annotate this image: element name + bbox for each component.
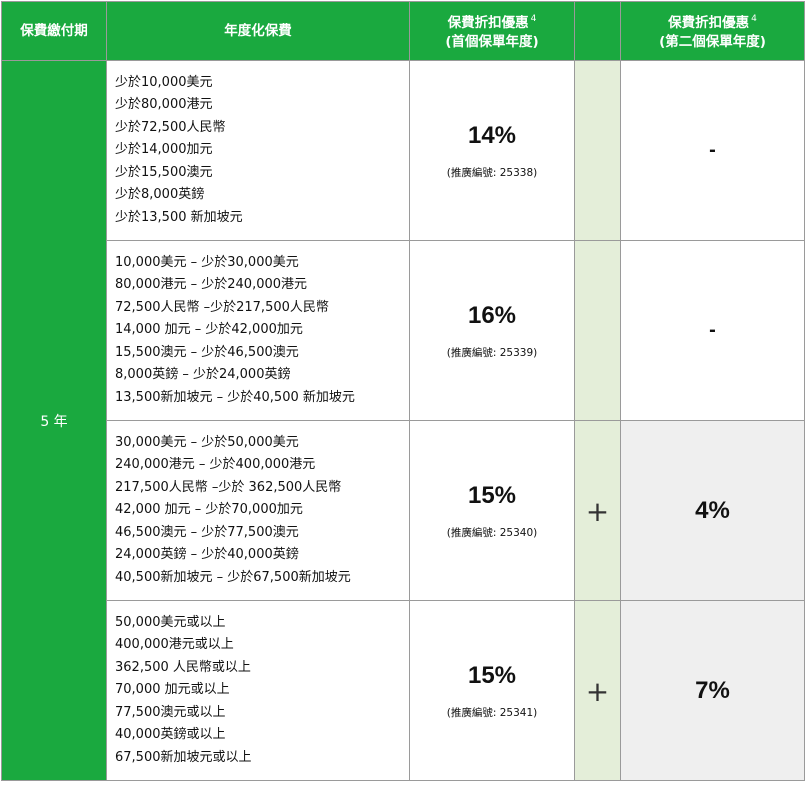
header-first-year-discount: 保費折扣優惠 4 (首個保單年度) [409, 1, 575, 61]
plus-cell: + [574, 600, 621, 781]
premium-line: 50,000美元或以上 [115, 614, 226, 630]
table-row: 5 年 少於10,000美元 少於80,000港元 少於72,500人民幣 少於… [1, 60, 805, 781]
first-year-discount-cell: 16% (推廣編號: 25339) [409, 240, 575, 421]
payment-term-cell: 5 年 [1, 60, 107, 781]
promo-code: (推廣編號: 25341) [446, 706, 538, 719]
premium-line: 13,500新加坡元 – 少於40,500 新加坡元 [115, 389, 355, 405]
first-year-discount-value: 14% [467, 121, 517, 149]
plus-cell: + [574, 420, 621, 601]
premium-line: 少於14,000加元 [115, 142, 213, 158]
premium-line: 362,500 人民幣或以上 [115, 659, 251, 675]
first-year-discount-value: 15% [467, 481, 517, 509]
second-year-discount-cell: - [620, 240, 805, 421]
second-year-discount-cell: 4% [620, 420, 805, 601]
premium-line: 少於10,000美元 [115, 74, 213, 90]
premium-line: 少於15,500澳元 [115, 164, 213, 180]
table-row: 30,000美元 – 少於50,000美元 240,000港元 – 少於400,… [2, 420, 805, 601]
first-year-discount-cell: 15% (推廣編號: 25341) [409, 600, 575, 781]
premium-range-cell: 10,000美元 – 少於30,000美元 80,000港元 – 少於240,0… [106, 240, 410, 421]
table-row: 10,000美元 – 少於30,000美元 80,000港元 – 少於240,0… [2, 240, 805, 421]
premium-line: 80,000港元 – 少於240,000港元 [115, 277, 308, 293]
premium-line: 少於80,000港元 [115, 97, 213, 113]
header-second-subtitle: (第二個保單年度) [659, 34, 766, 50]
premium-line: 10,000美元 – 少於30,000美元 [115, 254, 299, 270]
first-year-discount-value: 15% [467, 661, 517, 689]
second-year-discount-cell: 7% [620, 600, 805, 781]
premium-line: 400,000港元或以上 [115, 637, 234, 653]
footnote-marker: 4 [751, 14, 757, 24]
premium-line: 77,500澳元或以上 [115, 704, 226, 720]
promo-code: (推廣編號: 25340) [446, 526, 538, 539]
second-year-discount-value: 4% [695, 496, 730, 524]
premium-line: 217,500人民幣 –少於 362,500人民幣 [115, 479, 342, 495]
premium-line: 8,000英鎊 – 少於24,000英鎊 [115, 367, 291, 383]
premium-line: 46,500澳元 – 少於77,500澳元 [115, 524, 299, 540]
second-year-discount-value: - [709, 139, 716, 161]
premium-line: 240,000港元 – 少於400,000港元 [115, 457, 316, 473]
header-first-title: 保費折扣優惠 [447, 15, 529, 31]
header-first-subtitle: (首個保單年度) [445, 34, 539, 50]
premium-line: 70,000 加元或以上 [115, 682, 230, 698]
premium-line: 14,000 加元 – 少於42,000加元 [115, 322, 303, 338]
header-term: 保費繳付期 [1, 1, 107, 61]
premium-line: 少於8,000英鎊 [115, 187, 205, 203]
header-second-year-discount: 保費折扣優惠 4 (第二個保單年度) [620, 1, 805, 61]
premium-line: 少於13,500 新加坡元 [115, 209, 243, 225]
table-row: 50,000美元或以上 400,000港元或以上 362,500 人民幣或以上 … [2, 600, 805, 781]
promo-code: (推廣編號: 25338) [446, 166, 538, 179]
first-year-discount-cell: 15% (推廣編號: 25340) [409, 420, 575, 601]
premium-line: 40,500新加坡元 – 少於67,500新加坡元 [115, 569, 351, 585]
promo-code: (推廣編號: 25339) [446, 346, 538, 359]
plus-cell [574, 240, 621, 421]
premium-line: 67,500新加坡元或以上 [115, 749, 252, 765]
premium-line: 24,000英鎊 – 少於40,000英鎊 [115, 547, 299, 563]
header-premium: 年度化保費 [106, 1, 410, 61]
first-year-discount-value: 16% [467, 301, 517, 329]
second-year-discount-value: - [709, 319, 716, 341]
premium-line: 40,000英鎊或以上 [115, 727, 226, 743]
header-row: 保費繳付期 年度化保費 保費折扣優惠 4 (首個保單年度) 保費折扣優惠 4 (第二… [1, 1, 805, 61]
premium-range-cell: 少於10,000美元 少於80,000港元 少於72,500人民幣 少於14,0… [106, 60, 410, 241]
premium-line: 42,000 加元 – 少於70,000加元 [115, 502, 303, 518]
plus-cell [574, 60, 621, 241]
second-year-discount-cell: - [620, 60, 805, 241]
header-plus-column [574, 1, 621, 61]
premium-line: 72,500人民幣 –少於217,500人民幣 [115, 299, 329, 315]
premium-line: 15,500澳元 – 少於46,500澳元 [115, 344, 299, 360]
first-year-discount-cell: 14% (推廣編號: 25338) [409, 60, 575, 241]
premium-range-cell: 30,000美元 – 少於50,000美元 240,000港元 – 少於400,… [106, 420, 410, 601]
footnote-marker: 4 [530, 14, 537, 24]
second-year-discount-value: 7% [695, 676, 730, 704]
premium-line: 少於72,500人民幣 [115, 119, 226, 135]
header-second-title: 保費折扣優惠 [668, 15, 750, 31]
premium-line: 30,000美元 – 少於50,000美元 [115, 434, 299, 450]
premium-range-cell: 50,000美元或以上 400,000港元或以上 362,500 人民幣或以上 … [106, 600, 410, 781]
